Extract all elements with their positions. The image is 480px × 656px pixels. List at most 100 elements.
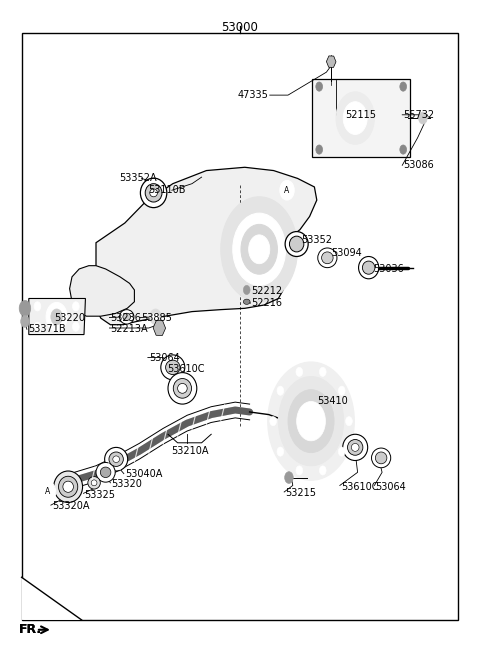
Ellipse shape <box>88 476 100 489</box>
Circle shape <box>319 367 326 377</box>
Ellipse shape <box>375 452 387 464</box>
Circle shape <box>400 145 407 154</box>
Circle shape <box>40 482 56 502</box>
Ellipse shape <box>100 467 111 478</box>
Circle shape <box>51 309 62 325</box>
Ellipse shape <box>140 178 167 207</box>
Circle shape <box>346 417 352 426</box>
Polygon shape <box>70 266 134 316</box>
Circle shape <box>319 466 326 475</box>
Circle shape <box>249 235 270 264</box>
Circle shape <box>285 472 293 483</box>
Ellipse shape <box>359 256 379 279</box>
Ellipse shape <box>109 452 123 466</box>
Text: 53320: 53320 <box>111 479 142 489</box>
Ellipse shape <box>123 314 131 321</box>
Text: FR.: FR. <box>19 623 42 636</box>
Circle shape <box>268 362 354 480</box>
Text: 53086: 53086 <box>403 160 434 171</box>
Text: 53320A: 53320A <box>52 501 89 512</box>
Circle shape <box>243 285 250 295</box>
Circle shape <box>46 302 67 331</box>
Text: 53064: 53064 <box>375 482 406 492</box>
Ellipse shape <box>168 373 197 404</box>
Circle shape <box>72 322 79 331</box>
Circle shape <box>34 322 41 331</box>
Text: 53352A: 53352A <box>119 173 156 184</box>
Ellipse shape <box>120 310 134 324</box>
Text: 53215: 53215 <box>285 488 316 499</box>
Circle shape <box>288 390 334 453</box>
Text: 47335: 47335 <box>238 90 269 100</box>
Ellipse shape <box>113 456 120 462</box>
Circle shape <box>233 213 286 285</box>
Ellipse shape <box>150 189 157 197</box>
Circle shape <box>277 447 284 456</box>
Text: 53036: 53036 <box>373 264 404 274</box>
Ellipse shape <box>91 480 97 485</box>
Ellipse shape <box>59 476 78 497</box>
Ellipse shape <box>178 383 187 394</box>
Text: 53352: 53352 <box>301 235 333 245</box>
Circle shape <box>336 92 374 144</box>
Circle shape <box>296 367 303 377</box>
Circle shape <box>419 112 427 124</box>
Circle shape <box>21 316 29 327</box>
Ellipse shape <box>289 236 304 252</box>
Circle shape <box>297 401 325 441</box>
Ellipse shape <box>322 252 333 264</box>
Text: 52216: 52216 <box>252 298 283 308</box>
Ellipse shape <box>54 471 83 502</box>
Text: 53610C: 53610C <box>341 482 378 492</box>
Text: 53040A: 53040A <box>125 468 162 479</box>
Polygon shape <box>22 577 82 620</box>
Text: FR.: FR. <box>19 623 42 636</box>
Circle shape <box>241 224 277 274</box>
Text: 53000: 53000 <box>222 21 258 34</box>
Ellipse shape <box>243 299 250 304</box>
Text: 55732: 55732 <box>403 110 434 120</box>
Circle shape <box>400 82 407 91</box>
Circle shape <box>278 377 344 466</box>
Ellipse shape <box>351 443 359 451</box>
Circle shape <box>221 197 298 302</box>
Ellipse shape <box>372 448 391 468</box>
Text: 53094: 53094 <box>331 248 362 258</box>
FancyBboxPatch shape <box>312 79 410 157</box>
Ellipse shape <box>362 261 375 274</box>
Circle shape <box>270 417 276 426</box>
Ellipse shape <box>285 232 308 256</box>
Circle shape <box>34 302 41 311</box>
Circle shape <box>338 386 345 396</box>
Ellipse shape <box>173 379 192 398</box>
Circle shape <box>280 180 294 200</box>
Text: 52115: 52115 <box>346 110 377 120</box>
Circle shape <box>19 300 31 316</box>
Text: 53236: 53236 <box>110 312 141 323</box>
Ellipse shape <box>145 184 162 202</box>
Ellipse shape <box>318 248 337 268</box>
Circle shape <box>150 309 161 325</box>
Circle shape <box>72 302 79 311</box>
Ellipse shape <box>161 355 185 380</box>
Text: 52213A: 52213A <box>110 324 148 335</box>
Ellipse shape <box>96 462 115 482</box>
Text: 53220: 53220 <box>54 312 85 323</box>
Ellipse shape <box>348 440 363 455</box>
Text: A: A <box>46 487 50 497</box>
Text: 53885: 53885 <box>141 312 172 323</box>
Text: 53110B: 53110B <box>148 185 185 195</box>
Text: 53325: 53325 <box>84 489 116 500</box>
Ellipse shape <box>63 482 73 492</box>
Circle shape <box>343 102 367 134</box>
Circle shape <box>316 82 323 91</box>
Text: 53064: 53064 <box>149 352 180 363</box>
Circle shape <box>316 145 323 154</box>
Polygon shape <box>29 298 85 335</box>
Ellipse shape <box>166 360 180 375</box>
Circle shape <box>338 447 345 456</box>
Circle shape <box>153 313 158 321</box>
Text: 53610C: 53610C <box>167 363 204 374</box>
Text: A: A <box>285 186 289 195</box>
Ellipse shape <box>343 434 368 461</box>
